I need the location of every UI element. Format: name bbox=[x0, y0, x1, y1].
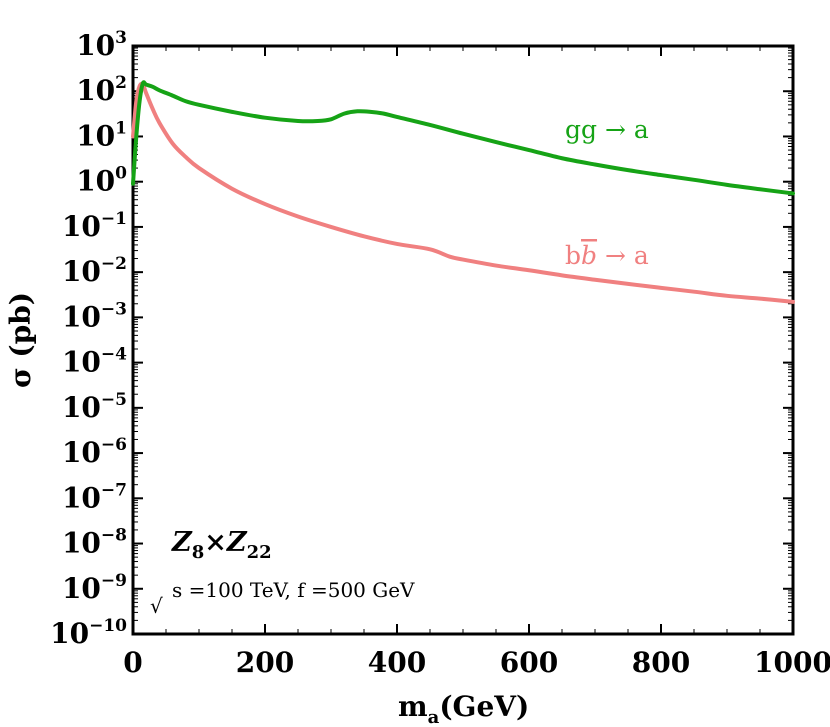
x-axis-title-tail: (GeV) bbox=[439, 690, 529, 723]
x-tick-label: 800 bbox=[632, 646, 690, 679]
y-tick-label: 10−10 bbox=[50, 616, 127, 650]
y-tick-base: 10 bbox=[62, 572, 101, 605]
y-tick-label: 100 bbox=[76, 164, 127, 198]
y-tick-label: 103 bbox=[76, 28, 127, 62]
model-z2-sub: 22 bbox=[247, 542, 272, 563]
y-tick-label: 10−9 bbox=[62, 571, 127, 605]
model-z1-sub: 8 bbox=[192, 542, 205, 563]
y-tick-label: 10−3 bbox=[62, 299, 127, 333]
y-tick-label: 10−8 bbox=[62, 526, 127, 560]
y-tick-exponent: 0 bbox=[115, 164, 127, 184]
y-tick-exponent: −3 bbox=[101, 299, 127, 319]
y-tick-label: 10−2 bbox=[62, 254, 127, 288]
x-axis-ticks: 0 200 400 600 800 1000 bbox=[123, 46, 830, 679]
x-tick-label: 0 bbox=[123, 646, 142, 679]
x-axis-title-main: m bbox=[398, 690, 428, 723]
x-tick-label: 600 bbox=[500, 646, 558, 679]
y-tick-exponent: −9 bbox=[101, 571, 127, 591]
y-tick-base: 10 bbox=[62, 255, 101, 288]
y-tick-exponent: −8 bbox=[101, 526, 127, 546]
model-times: × bbox=[204, 527, 227, 558]
y-tick-label: 10−1 bbox=[62, 209, 127, 243]
x-axis-title: ma(GeV) bbox=[398, 690, 529, 727]
x-tick-label: 1000 bbox=[754, 646, 830, 679]
y-tick-base: 10 bbox=[62, 481, 101, 514]
bb-label-prefix: b bbox=[565, 241, 581, 270]
model-z2: Z bbox=[226, 527, 248, 558]
y-tick-base: 10 bbox=[62, 210, 101, 243]
y-tick-label: 101 bbox=[76, 118, 127, 152]
gg-series-line bbox=[131, 80, 795, 196]
y-tick-exponent: −1 bbox=[101, 209, 127, 229]
y-tick-base: 10 bbox=[76, 119, 115, 152]
y-tick-exponent: −2 bbox=[101, 254, 127, 274]
x-tick-label: 200 bbox=[236, 646, 294, 679]
y-tick-exponent: −7 bbox=[101, 480, 127, 500]
y-tick-base: 10 bbox=[62, 346, 101, 379]
x-tick-label: 400 bbox=[368, 646, 426, 679]
y-tick-base: 10 bbox=[50, 617, 89, 650]
y-tick-label: 10−4 bbox=[62, 345, 127, 379]
y-tick-exponent: −6 bbox=[101, 435, 127, 455]
y-tick-base: 10 bbox=[62, 391, 101, 424]
y-tick-label: 10−6 bbox=[62, 435, 127, 469]
y-tick-label: 10−7 bbox=[62, 480, 127, 514]
y-tick-base: 10 bbox=[76, 29, 115, 62]
series-group bbox=[131, 80, 795, 304]
y-tick-exponent: 2 bbox=[115, 73, 127, 93]
bb-label-suffix: → a bbox=[597, 241, 649, 270]
y-tick-exponent: 1 bbox=[115, 118, 127, 138]
params-sqrt: √ bbox=[150, 594, 163, 618]
bb-series-line bbox=[131, 81, 795, 304]
model-z1: Z bbox=[171, 527, 193, 558]
gg-series-label: gg → a bbox=[565, 115, 649, 144]
y-tick-label: 10−5 bbox=[62, 390, 127, 424]
y-axis-title: σ (pb) bbox=[4, 292, 37, 388]
y-tick-exponent: 3 bbox=[115, 28, 127, 48]
x-axis-title-sub: a bbox=[428, 707, 440, 727]
y-tick-base: 10 bbox=[76, 165, 115, 198]
bb-label-bar: b bbox=[581, 241, 597, 270]
y-tick-base: 10 bbox=[62, 527, 101, 560]
y-tick-base: 10 bbox=[62, 436, 101, 469]
y-tick-exponent: −5 bbox=[101, 390, 127, 410]
y-tick-label: 102 bbox=[76, 73, 127, 107]
y-tick-exponent: −10 bbox=[89, 616, 127, 636]
y-tick-base: 10 bbox=[76, 74, 115, 107]
y-axis-ticks: 10310210110010−110−210−310−410−510−610−7… bbox=[50, 28, 793, 650]
y-tick-exponent: −4 bbox=[101, 345, 127, 365]
y-tick-base: 10 bbox=[62, 300, 101, 333]
model-annotation: Z8×Z22 bbox=[171, 527, 272, 563]
bb-series-label: bb → a bbox=[565, 241, 649, 270]
params-annotation: s =100 TeV, f =500 GeV bbox=[172, 578, 415, 602]
